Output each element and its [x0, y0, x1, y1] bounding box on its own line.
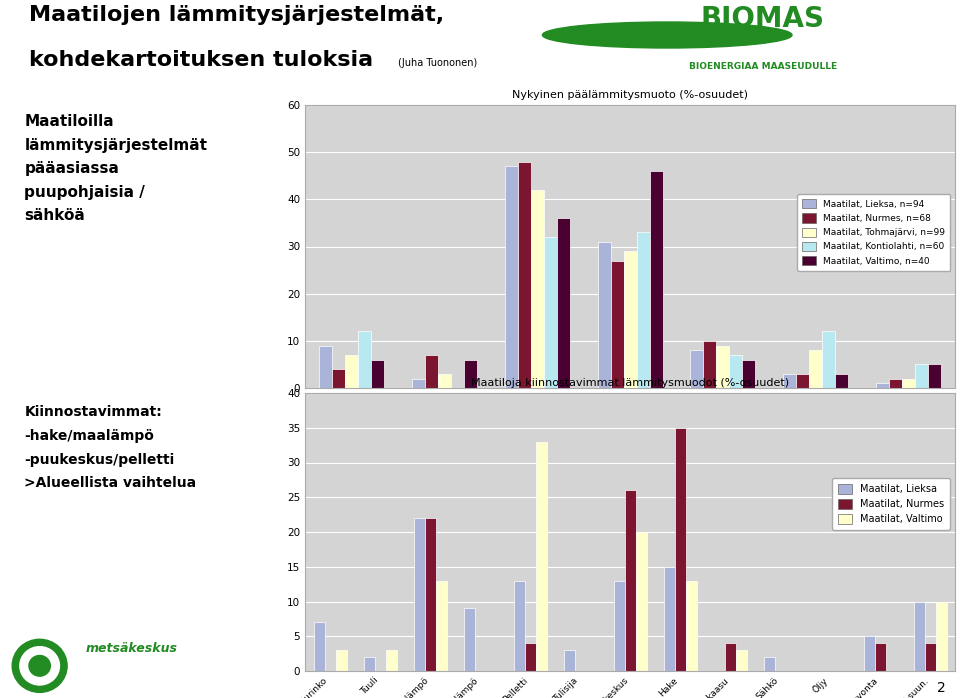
- Bar: [730, 355, 742, 388]
- Bar: [876, 383, 889, 388]
- Bar: [636, 532, 646, 671]
- Bar: [636, 232, 650, 388]
- Bar: [543, 237, 557, 388]
- Bar: [424, 518, 436, 671]
- Text: 2: 2: [937, 681, 946, 695]
- Bar: [524, 643, 536, 671]
- Circle shape: [20, 646, 60, 685]
- Bar: [863, 637, 875, 671]
- Text: Maatiloilla
lämmitysjärjestelmät
pääasiassa
puupohjaisia /
sähköä: Maatiloilla lämmitysjärjestelmät pääasia…: [24, 114, 207, 223]
- Bar: [436, 581, 446, 671]
- Bar: [464, 359, 477, 388]
- Bar: [314, 623, 324, 671]
- Bar: [332, 369, 345, 388]
- Bar: [889, 378, 902, 388]
- Circle shape: [542, 22, 792, 48]
- Circle shape: [577, 26, 757, 45]
- Text: BIOENERGIAA MAASEUDULLE: BIOENERGIAA MAASEUDULLE: [689, 62, 837, 71]
- Bar: [915, 364, 928, 388]
- Text: (Juha Tuononen): (Juha Tuononen): [398, 58, 478, 68]
- Bar: [412, 378, 424, 388]
- Title: Nykyinen päälämmitysmuoto (%-osuudet): Nykyinen päälämmitysmuoto (%-osuudet): [512, 90, 748, 100]
- Legend: Maatilat, Lieksa, Maatilat, Nurmes, Maatilat, Valtimo: Maatilat, Lieksa, Maatilat, Nurmes, Maat…: [832, 478, 950, 530]
- Bar: [517, 162, 531, 388]
- Bar: [505, 166, 517, 388]
- Text: Maatilojen lämmitysjärjestelmät,: Maatilojen lämmitysjärjestelmät,: [29, 5, 444, 25]
- Bar: [914, 602, 924, 671]
- Circle shape: [620, 30, 714, 40]
- Bar: [564, 650, 574, 671]
- Bar: [875, 643, 885, 671]
- Bar: [438, 374, 451, 388]
- Bar: [371, 359, 384, 388]
- Bar: [557, 218, 569, 388]
- Bar: [675, 428, 685, 671]
- Bar: [690, 350, 704, 388]
- Bar: [345, 355, 358, 388]
- Bar: [613, 581, 625, 671]
- Bar: [796, 374, 809, 388]
- Bar: [783, 374, 796, 388]
- Legend: Maatilat, Lieksa, n=94, Maatilat, Nurmes, n=68, Maatilat, Tohmajärvi, n=99, Maat: Maatilat, Lieksa, n=94, Maatilat, Nurmes…: [797, 194, 950, 271]
- Bar: [464, 609, 474, 671]
- Bar: [414, 518, 424, 671]
- Bar: [424, 355, 438, 388]
- Bar: [928, 364, 941, 388]
- Bar: [809, 350, 822, 388]
- Title: Maatiloja kiinnostavimmat lämmitysmuodot (%-osuudet): Maatiloja kiinnostavimmat lämmitysmuodot…: [471, 378, 789, 388]
- Bar: [835, 374, 849, 388]
- Bar: [597, 242, 611, 388]
- Bar: [319, 346, 332, 388]
- Bar: [531, 190, 543, 388]
- Bar: [514, 581, 524, 671]
- Bar: [822, 332, 835, 388]
- Bar: [611, 260, 623, 388]
- Bar: [386, 650, 396, 671]
- Bar: [536, 442, 546, 671]
- Circle shape: [12, 639, 67, 692]
- Bar: [924, 643, 935, 671]
- Bar: [742, 359, 756, 388]
- Bar: [625, 490, 636, 671]
- Bar: [902, 378, 915, 388]
- Bar: [704, 341, 716, 388]
- Bar: [935, 602, 947, 671]
- Text: BIOMAS: BIOMAS: [701, 5, 825, 33]
- Bar: [650, 171, 662, 388]
- Text: metsäkeskus: metsäkeskus: [85, 642, 178, 655]
- Bar: [623, 251, 636, 388]
- Bar: [735, 650, 747, 671]
- Bar: [335, 650, 347, 671]
- Bar: [716, 346, 730, 388]
- Text: Kiinnostavimmat:
-hake/maalämpö
-puukeskus/pelletti
>Alueellista vaihtelua: Kiinnostavimmat: -hake/maalämpö -puukesk…: [24, 405, 197, 491]
- Bar: [725, 643, 735, 671]
- Circle shape: [29, 655, 50, 676]
- Bar: [358, 332, 371, 388]
- Bar: [364, 657, 374, 671]
- Bar: [763, 657, 775, 671]
- Text: kohdekartoituksen tuloksia: kohdekartoituksen tuloksia: [29, 50, 372, 70]
- Bar: [663, 567, 675, 671]
- Bar: [685, 581, 697, 671]
